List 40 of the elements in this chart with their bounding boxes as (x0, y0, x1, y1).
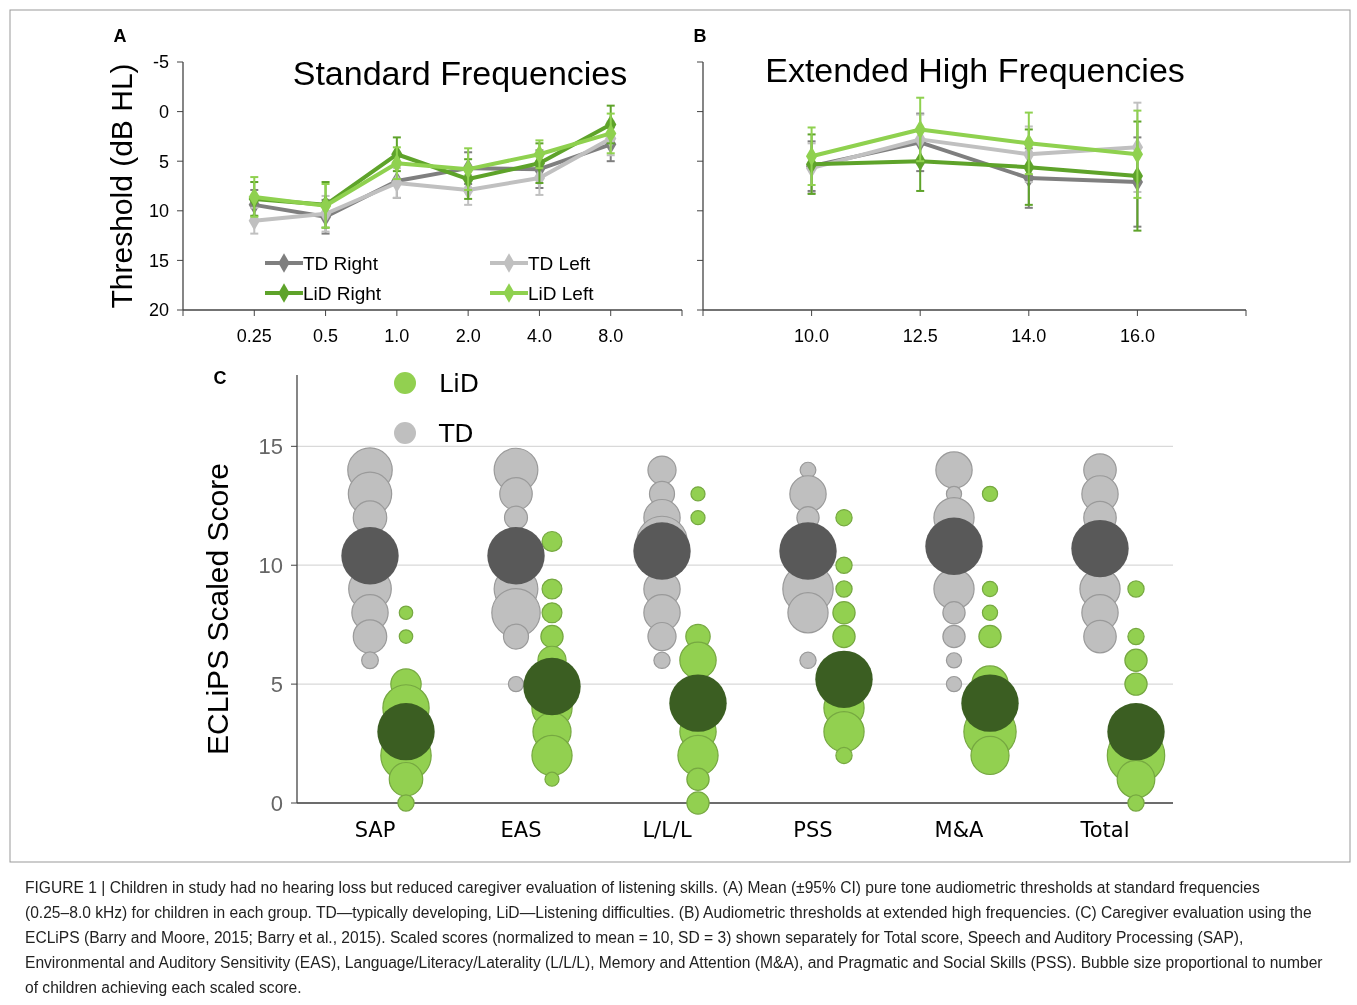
y-tick-label: 20 (148, 300, 169, 321)
x-tick-label: PSS (793, 818, 833, 842)
x-tick-label: EAS (500, 818, 542, 842)
y-tick-label: 10 (148, 201, 169, 222)
x-tick-label: 2.0 (455, 326, 481, 346)
x-tick-label: 4.0 (526, 326, 552, 346)
caption: FIGURE 1 | Children in study had no hearing loss but reduced caregiver evaluation of listening skills. (A) Mean (±95% CI) pure tone audiometric thresholds at standard frequencies (0.25–8.0 kHz) for children in each group. TD—typically developing, LiD—Listening difficulties. (B) Audiometric thresholds at extended high frequencies. (C) Caregiver evaluation using the ECLiPS (Barry and Moore, 2015; Barry et al., 2015). Scaled scores (normalized to mean = 10, SD = 3) shown separately for Total score, Speech and Auditory Processing (SAP), Environmental and Auditory Sensitivity (EAS), Language/Literacy/Laterality (L/L/L), Memory and Attention (M&A), and Pragmatic and Social Skills (PSS). Bubble size proportional to number of children achieving each scaled score. (25, 879, 1323, 996)
x-tick-label: 10.0 (794, 326, 830, 346)
legend-label: LiD Left (528, 282, 595, 304)
x-tick-label: SAP (354, 818, 396, 842)
chart-title: Extended High Frequencies (765, 51, 1185, 89)
x-tick-label: 0.25 (236, 326, 272, 346)
x-tick-label: 0.5 (313, 326, 339, 346)
legend-label: LiD Right (303, 282, 382, 304)
y-tick-label: 15 (148, 250, 169, 271)
x-tick-label: 16.0 (1119, 326, 1155, 346)
chart-title: Standard Frequencies (292, 54, 628, 92)
y-axis-title: ECLiPS Scaled Score (201, 463, 234, 755)
x-tick-label: 12.5 (902, 326, 938, 346)
x-tick-label: M&A (934, 818, 985, 842)
text: B (693, 26, 707, 46)
x-tick-label: Total (1079, 818, 1130, 842)
y-tick-label: 10 (258, 552, 283, 578)
y-tick-label: 5 (158, 151, 169, 172)
legend-label: TD (438, 418, 474, 448)
x-tick-label: 8.0 (598, 326, 624, 346)
y-tick-label: 0 (270, 790, 283, 816)
y-axis-title: Threshold (dB HL) (105, 63, 138, 309)
y-tick-label: -5 (152, 52, 169, 73)
x-tick-label: 14.0 (1011, 326, 1047, 346)
text: C (213, 368, 227, 388)
y-tick-label: 0 (158, 101, 169, 122)
text: A (113, 26, 127, 46)
y-tick-label: 15 (258, 434, 283, 460)
legend-label: TD Left (528, 252, 592, 274)
y-tick-label: 5 (270, 671, 283, 697)
legend-label: LiD (439, 368, 480, 398)
x-tick-label: L/L/L (642, 818, 692, 842)
legend-label: TD Right (303, 252, 379, 274)
x-tick-label: 1.0 (384, 326, 410, 346)
